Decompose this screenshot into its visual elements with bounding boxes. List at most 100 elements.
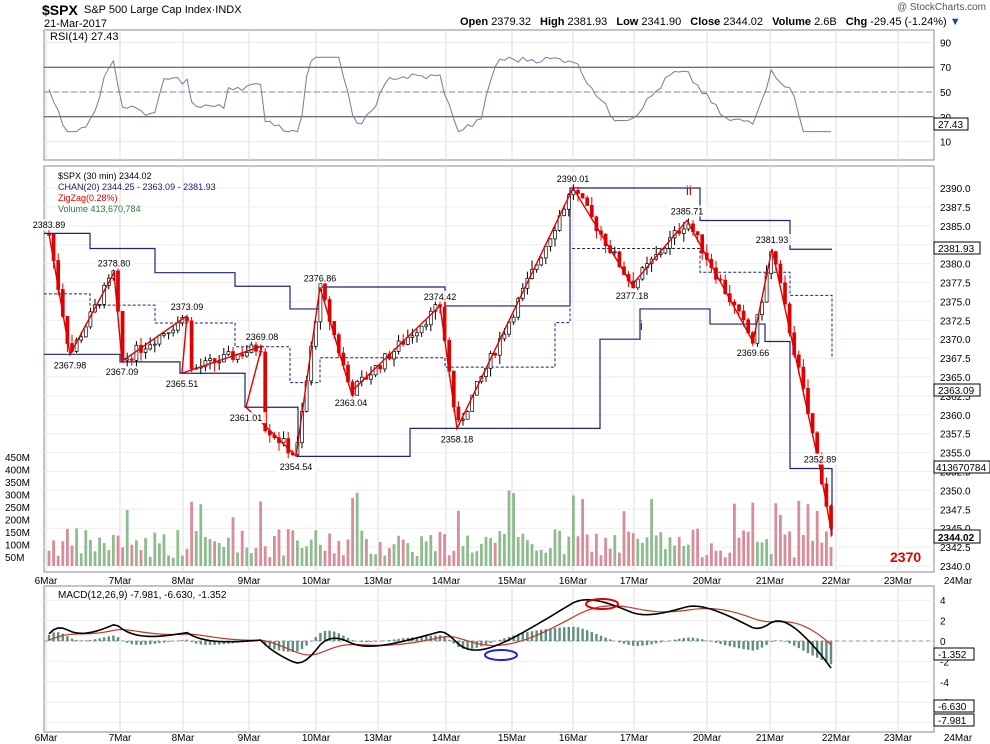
rsi-badge: 27.43 — [938, 120, 963, 131]
pivot-label-bg — [436, 433, 478, 445]
close-value: 2344.02 — [723, 16, 764, 28]
candle-body — [166, 332, 171, 335]
volume-bar — [319, 544, 322, 566]
candle-body — [539, 257, 544, 266]
macd-hist-bar — [149, 641, 152, 645]
pivot-label: 2352.89 — [804, 455, 837, 465]
pivot-label: 2354.54 — [280, 462, 313, 472]
candle-body — [502, 333, 507, 340]
macd-hist-bar — [126, 641, 129, 643]
volume-bar — [806, 504, 810, 566]
macd-hist-bar — [673, 639, 676, 641]
macd-hist-bar — [305, 641, 308, 646]
x-tick-label: 8Mar — [172, 733, 195, 744]
volume-bar — [756, 541, 759, 566]
candle-body — [208, 358, 212, 361]
macd-hist-bar — [705, 640, 708, 641]
macd-hist-bar — [369, 641, 373, 643]
volume-tick-label: 300M — [5, 491, 30, 502]
macd-hist-bar — [337, 633, 340, 641]
volume-bar — [383, 555, 387, 566]
macd-hist-bar — [678, 638, 681, 641]
macd-hist-bar — [765, 641, 768, 645]
volume-bar — [130, 544, 134, 566]
macd-hist-bar — [199, 641, 202, 645]
macd-hist-bar — [103, 637, 106, 641]
chevron-down-icon[interactable]: ▼ — [949, 16, 961, 28]
volume-bar — [581, 498, 584, 566]
rsi-label: RSI(14) 27.43 — [50, 31, 118, 43]
pivot-label-bg — [799, 453, 841, 465]
volume-bar — [728, 552, 732, 566]
volume-bar — [618, 552, 621, 566]
macd-hist-bar — [507, 636, 511, 641]
volume-bar — [397, 535, 400, 566]
volume-bar — [811, 540, 814, 566]
volume-bar — [263, 546, 267, 566]
volume-bar — [194, 531, 198, 566]
x-tick-label: 13Mar — [364, 733, 393, 744]
volume-bar — [277, 529, 281, 566]
chan-upper-badge-box — [933, 241, 981, 255]
open-label: Open — [460, 16, 489, 28]
volume-bar — [139, 550, 143, 566]
volume-bar — [447, 555, 451, 566]
macd-hist-bar — [484, 641, 488, 645]
macd-hist-bar — [609, 639, 612, 641]
macd-hist-bar — [659, 641, 662, 643]
macd-hist-bar — [586, 630, 589, 641]
volume-tick-label: 50M — [5, 553, 24, 564]
macd-label: MACD(12,26,9) -7.981, -6.630, -1.352 — [58, 590, 227, 601]
volume-bar — [116, 535, 120, 566]
candle-body — [189, 320, 194, 370]
macd-hist-bar — [98, 638, 101, 641]
volume-bar — [512, 493, 515, 566]
pivot-label-bg — [28, 219, 70, 231]
candle-body — [796, 354, 801, 368]
macd-hist-bar — [402, 638, 405, 641]
macd-hist-bar — [549, 628, 552, 641]
price-tick-label: 2380.0 — [940, 260, 971, 271]
macd-hist-bar — [829, 641, 833, 665]
volume-bar — [516, 536, 520, 566]
x-tick-label: 24Mar — [944, 733, 973, 744]
volume-bar — [608, 548, 612, 566]
volume-bar — [75, 528, 78, 566]
volume-bar — [236, 552, 239, 566]
macd-hist-bar — [89, 639, 92, 641]
volume-bar — [378, 542, 382, 566]
volume-bar — [148, 556, 152, 566]
macd-hist-bar — [84, 640, 87, 641]
macd-hist-bar — [567, 626, 570, 641]
macd-hist-bar — [333, 631, 336, 641]
pivot-label-bg — [751, 234, 793, 246]
volume-bar — [79, 553, 83, 566]
macd-hist-bar — [471, 641, 474, 649]
macd-hist-bar — [756, 641, 759, 650]
volume-bar — [765, 539, 768, 566]
volume-bar — [774, 503, 778, 566]
macd-hist-bar — [328, 630, 331, 641]
wave-ii-label: ii — [686, 183, 692, 198]
macd-hist-bar — [581, 628, 584, 641]
macd-hist-bar — [66, 636, 69, 641]
price-tick-label: 2340.0 — [940, 562, 971, 573]
volume-bar — [631, 533, 635, 566]
volume-bar — [199, 504, 203, 566]
volume-bar — [323, 550, 327, 566]
pivot-label: 2378.80 — [98, 259, 131, 269]
volume-tick-label: 250M — [5, 503, 30, 514]
price-tick-label: 2347.5 — [940, 505, 971, 516]
pivot-label: 2381.93 — [756, 235, 789, 245]
volume-bar — [411, 551, 414, 566]
pivot-label-bg — [241, 331, 283, 343]
candle-body — [419, 325, 424, 334]
macd-hist-bar — [218, 641, 221, 645]
volume-bar — [705, 555, 709, 566]
volume-bar — [480, 543, 483, 566]
volume-bar — [650, 498, 653, 566]
macd-hist-bar — [75, 639, 78, 641]
candle-body — [695, 231, 700, 236]
volume-bar — [185, 548, 189, 566]
candle-body — [244, 352, 249, 357]
